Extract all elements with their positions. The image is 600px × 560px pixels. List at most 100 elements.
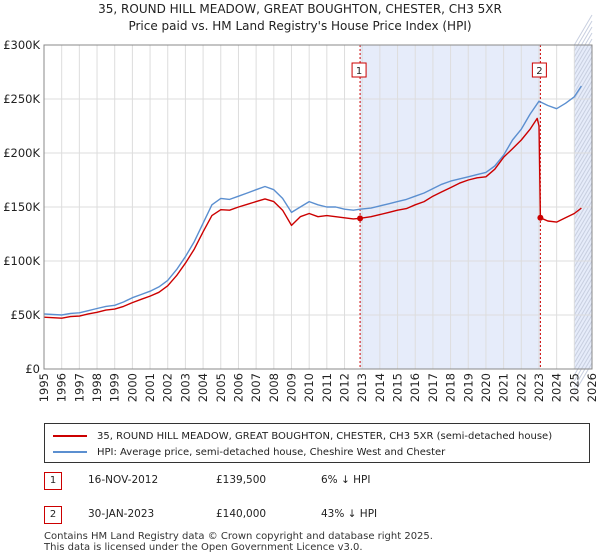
footer-attribution: Contains HM Land Registry data © Crown c… bbox=[44, 531, 433, 553]
hatch-line bbox=[573, 56, 593, 88]
hatch-line bbox=[573, 68, 593, 100]
sale-point bbox=[537, 214, 544, 221]
hatch-line bbox=[573, 116, 593, 148]
transaction-date: 30-JAN-2023 bbox=[88, 508, 155, 520]
x-tick-label: 1998 bbox=[90, 373, 104, 402]
hatch-line bbox=[573, 278, 593, 310]
hatch-line bbox=[573, 44, 593, 76]
transaction-price: £140,000 bbox=[216, 508, 267, 520]
x-tick-label: 2022 bbox=[514, 373, 528, 402]
chart-title-line1: 35, ROUND HILL MEADOW, GREAT BOUGHTON, C… bbox=[98, 2, 502, 16]
x-tick-label: 2007 bbox=[249, 373, 263, 402]
transaction-number-badge: 1 bbox=[44, 472, 62, 490]
transaction-number-badge: 2 bbox=[44, 506, 62, 524]
hatch-line bbox=[573, 170, 593, 202]
hatch-line bbox=[573, 80, 593, 112]
hatch-line bbox=[573, 296, 593, 328]
hatch-line bbox=[573, 290, 593, 322]
hatch-line bbox=[573, 314, 593, 346]
hatch-line bbox=[573, 146, 593, 178]
transaction-price: £139,500 bbox=[216, 474, 267, 486]
hatch-line bbox=[573, 38, 593, 70]
x-tick-label: 2005 bbox=[214, 373, 228, 402]
plot-frame bbox=[43, 44, 593, 370]
x-tick-label: 2024 bbox=[550, 373, 564, 402]
hatch-line bbox=[573, 26, 593, 58]
y-tick-label: £300K bbox=[3, 38, 40, 52]
hatch-line bbox=[573, 242, 593, 274]
x-tick-label: 2014 bbox=[373, 373, 387, 402]
x-tick-label: 2016 bbox=[408, 373, 422, 402]
hatch-line bbox=[573, 254, 593, 286]
hatch-line bbox=[573, 194, 593, 226]
hatch-line bbox=[573, 362, 593, 394]
sale-point bbox=[357, 215, 364, 222]
y-tick-label: £150K bbox=[3, 200, 40, 214]
x-tick-label: 2018 bbox=[444, 373, 458, 402]
x-tick-label: 2006 bbox=[231, 373, 245, 402]
hatch-line bbox=[573, 92, 593, 124]
x-tick-label: 2021 bbox=[497, 373, 511, 402]
x-tick-label: 2013 bbox=[355, 373, 369, 402]
hatch-line bbox=[573, 104, 593, 136]
hatch-line bbox=[573, 158, 593, 190]
x-tick-label: 2000 bbox=[125, 373, 139, 402]
hatch-line bbox=[573, 164, 593, 196]
sale-marker-label: 1 bbox=[356, 66, 362, 77]
hatch-line bbox=[573, 272, 593, 304]
sale-marker-label: 2 bbox=[536, 66, 542, 77]
y-tick-label: £50K bbox=[11, 308, 41, 322]
hatch-line bbox=[573, 134, 593, 166]
hatch-line bbox=[573, 182, 593, 214]
hatch-line bbox=[573, 32, 593, 64]
x-tick-label: 1996 bbox=[55, 373, 69, 402]
legend: 35, ROUND HILL MEADOW, GREAT BOUGHTON, C… bbox=[44, 423, 590, 463]
hatch-line bbox=[573, 356, 593, 388]
hatch-line bbox=[573, 212, 593, 244]
hatch-line bbox=[573, 266, 593, 298]
hatch-line bbox=[573, 140, 593, 172]
hatch-line bbox=[573, 188, 593, 220]
hatch-line bbox=[573, 260, 593, 292]
price-chart: 35, ROUND HILL MEADOW, GREAT BOUGHTON, C… bbox=[3, 2, 599, 402]
hatch-line bbox=[573, 50, 593, 82]
x-tick-label: 2012 bbox=[338, 373, 352, 402]
x-tick-label: 2009 bbox=[284, 373, 298, 402]
hatch-line bbox=[573, 122, 593, 154]
hatch-line bbox=[573, 284, 593, 316]
hatch-line bbox=[573, 86, 593, 118]
hatch-line bbox=[573, 176, 593, 208]
x-tick-label: 2020 bbox=[479, 373, 493, 402]
sale-marker-box bbox=[351, 62, 367, 78]
hatch-line bbox=[573, 206, 593, 238]
x-tick-label: 2004 bbox=[196, 373, 210, 402]
hatch-line bbox=[573, 230, 593, 262]
hatch-line bbox=[573, 326, 593, 358]
legend-item-hpi: HPI: Average price, semi-detached house,… bbox=[53, 444, 445, 460]
x-tick-label: 2023 bbox=[532, 373, 546, 402]
hpi-series-line bbox=[43, 85, 582, 316]
transaction-hpi-diff: 43% ↓ HPI bbox=[321, 508, 378, 520]
hatch-line bbox=[573, 350, 593, 382]
legend-property-swatch bbox=[53, 435, 87, 437]
hatch-line bbox=[573, 332, 593, 364]
hatch-line bbox=[573, 344, 593, 376]
hatch-line bbox=[573, 62, 593, 94]
legend-hpi-label: HPI: Average price, semi-detached house,… bbox=[97, 446, 446, 458]
legend-item-property: 35, ROUND HILL MEADOW, GREAT BOUGHTON, C… bbox=[53, 428, 552, 444]
x-tick-label: 2026 bbox=[585, 373, 599, 402]
x-tick-label: 2015 bbox=[391, 373, 405, 402]
x-tick-label: 2025 bbox=[567, 373, 581, 402]
footer-line-1: Contains HM Land Registry data © Crown c… bbox=[44, 531, 433, 542]
hatch-line bbox=[573, 200, 593, 232]
transaction-date: 16-NOV-2012 bbox=[88, 474, 159, 486]
hatch-line bbox=[573, 308, 593, 340]
y-tick-label: £250K bbox=[3, 92, 40, 106]
chart-title-line2: Price paid vs. HM Land Registry's House … bbox=[128, 19, 471, 33]
legend-hpi-swatch bbox=[53, 451, 87, 453]
hatch-line bbox=[573, 110, 593, 142]
hatch-line bbox=[573, 248, 593, 280]
x-tick-label: 2002 bbox=[161, 373, 175, 402]
x-tick-label: 2017 bbox=[426, 373, 440, 402]
hatch-line bbox=[573, 74, 593, 106]
